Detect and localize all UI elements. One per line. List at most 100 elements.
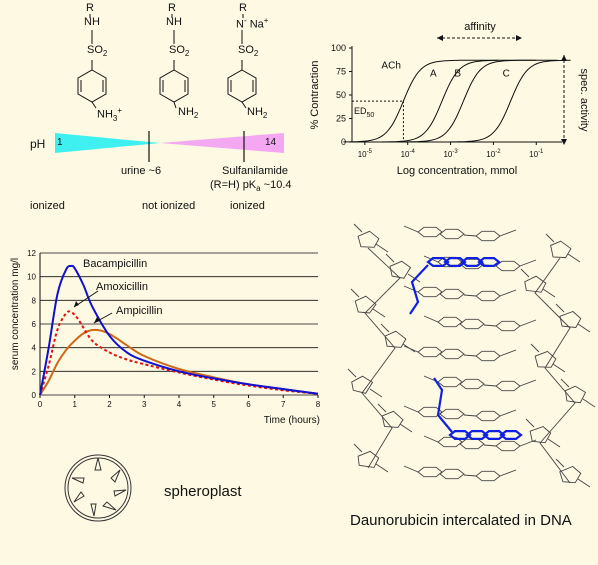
sugar-ring: [357, 450, 380, 468]
series-bacampicillin: [39, 264, 319, 396]
curve-label-ach: ACh: [381, 61, 400, 72]
h-bond: [463, 294, 477, 297]
x-tick-label: 10-5: [358, 149, 373, 159]
drug-ring: [448, 430, 472, 440]
base-ring: [475, 350, 501, 362]
r-group-label: R: [168, 2, 176, 14]
urine-label: urine ~6: [121, 165, 162, 177]
base-ring: [439, 228, 465, 240]
phosphate-bond: [369, 388, 383, 398]
x-tick-label: 0: [38, 400, 43, 409]
y-tick-label: 75: [336, 67, 346, 77]
ed50-label: ED50: [354, 106, 374, 119]
phosphate-bond: [399, 423, 413, 433]
base-ring: [475, 230, 501, 242]
phosphate-bond: [567, 253, 581, 263]
nh-label: NH: [84, 16, 100, 28]
base-ring: [437, 376, 463, 388]
base-ring: [475, 410, 501, 422]
phosphate-bond: [545, 233, 555, 243]
y-tick-label: 50: [336, 90, 346, 100]
h-bond: [483, 444, 497, 447]
label-ampicillin: Ampicillin: [116, 305, 162, 317]
phosphate-bond: [577, 478, 591, 488]
ph-acid-wedge: [55, 133, 160, 153]
phosphate-bond: [577, 323, 591, 333]
phosphate-bond: [530, 343, 540, 353]
spec-activity-label: spec. activity: [578, 69, 590, 132]
sugar-ring: [351, 375, 374, 394]
y-tick-label: 0: [32, 391, 37, 400]
h-bond: [463, 354, 477, 357]
base-bond: [403, 405, 419, 413]
sugar-ring: [550, 240, 572, 259]
drug-ring: [426, 257, 450, 267]
sugar-ring: [559, 310, 582, 328]
h-bond: [483, 324, 497, 327]
base-bond: [403, 345, 419, 353]
phosphate-bond: [525, 418, 535, 428]
base-ring: [417, 286, 443, 298]
base-ring: [437, 316, 463, 328]
backbone-left: [361, 247, 401, 469]
sulfanilamide-label: Sulfanilamide: [222, 165, 289, 177]
y-axis-label: serum concentration mg/l: [10, 258, 21, 370]
base-ring: [475, 470, 501, 482]
amine-label: NH2: [178, 106, 199, 121]
sugar-ring: [384, 330, 407, 348]
sugar-ring: [354, 295, 377, 314]
backbone-right: [534, 257, 576, 484]
x-tick-label: 10-4: [401, 149, 416, 159]
amine-label: NH2: [247, 106, 268, 121]
x-tick-label: 10-3: [443, 149, 458, 159]
curve-a: [382, 59, 537, 143]
base-ring: [439, 468, 465, 480]
arrowhead-amoxicillin: [74, 301, 79, 307]
phosphate-bond: [520, 268, 530, 278]
base-ring: [459, 438, 485, 450]
base-ring: [439, 348, 465, 360]
so2-label: SO2: [87, 44, 108, 59]
y-tick-label: 6: [32, 320, 37, 329]
base-bond: [423, 435, 439, 443]
x-axis-label: Log concentration, mmol: [397, 165, 517, 177]
r-group-label: R: [239, 2, 247, 14]
spheroplast-label: spheroplast: [164, 483, 242, 500]
base-bond: [519, 259, 537, 267]
base-ring: [417, 346, 443, 358]
y-tick-label: 25: [336, 114, 346, 124]
x-tick-label: 7: [281, 400, 286, 409]
phosphate-bond: [542, 288, 556, 298]
h-bond: [463, 414, 477, 417]
amine-label: NH3+: [97, 106, 123, 123]
sugar-ring: [564, 385, 587, 404]
series-ampicillin: [39, 328, 319, 396]
x-tick-label: 8: [316, 400, 321, 409]
base-bond: [519, 379, 537, 387]
phosphate-bond: [347, 368, 357, 378]
x-tick-label: 10-1: [529, 149, 544, 159]
sugar-ring: [524, 275, 547, 293]
base-ring: [475, 290, 501, 302]
x-tick-label: 2: [107, 400, 112, 409]
y-tick-label: 2: [32, 367, 37, 376]
x-tick-label: 3: [142, 400, 147, 409]
phosphate-bond: [372, 308, 386, 318]
base-ring: [495, 320, 521, 332]
curve-b: [403, 59, 558, 143]
base-bond: [423, 315, 439, 323]
daunorubicin-dna-drawing: [347, 223, 595, 488]
phosphate-bond: [407, 273, 421, 283]
sugar-ring: [381, 410, 404, 428]
base-bond: [519, 319, 537, 327]
phosphate-bond: [560, 378, 570, 388]
curve-label-c: C: [503, 69, 510, 80]
base-ring: [439, 408, 465, 420]
state-label-not-ionized: not ionized: [142, 200, 196, 212]
y-tick-label: 10: [27, 273, 36, 282]
series-amoxicillin: [39, 310, 319, 396]
x-tick-label: 6: [246, 400, 251, 409]
sulfonamide-structure-drawings: [55, 14, 284, 162]
dna-label: Daunorubicin intercalated in DNA: [350, 512, 572, 529]
